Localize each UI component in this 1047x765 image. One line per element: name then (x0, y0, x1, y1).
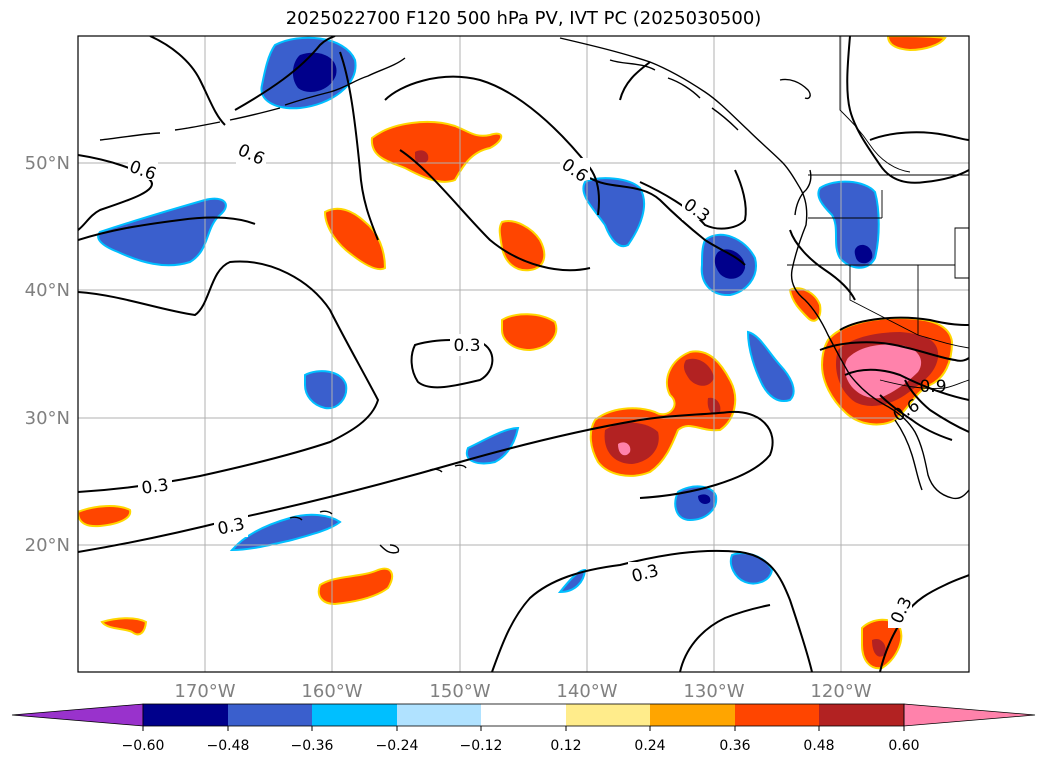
blue-anomaly-small (557, 568, 587, 594)
coastlines (99, 37, 969, 554)
lat-label-40n: 40°N (25, 280, 70, 301)
blue-anomaly-west (97, 197, 227, 267)
lat-label-50n: 50°N (25, 153, 70, 174)
colorbar-bin-9 (819, 704, 904, 726)
colorbar-bin-4 (397, 704, 481, 726)
lon-label-120w: 120°W (810, 681, 871, 702)
contour-labels: 0.6 0.6 0.6 0.3 0.3 0.3 0.3 0.3 0.3 0.6 … (127, 140, 947, 628)
colorbar-ticks (142, 726, 905, 731)
red-core-subtropic (604, 422, 659, 464)
dark-blue-core-coast (714, 249, 746, 279)
contour-label-10: 0.9 (919, 377, 946, 397)
colorbar-bin-1 (143, 704, 228, 726)
colorbar-bin-8 (735, 704, 819, 726)
blue-anomaly-midpacific (304, 370, 348, 410)
colorbar: −0.60 −0.48 −0.36 −0.24 −0.12 0.12 0.24 … (11, 703, 1036, 754)
orange-anomaly-small-sw (100, 617, 148, 636)
colorbar-tick-label: 0.24 (634, 738, 665, 754)
pv-contours (78, 36, 969, 672)
map-title: 2025022700 F120 500 hPa PV, IVT PC (2025… (285, 8, 762, 29)
lon-label-170w: 170°W (174, 681, 235, 702)
orange-anomaly-gulf (370, 121, 503, 183)
red-core-mexico (872, 638, 886, 657)
orange-anomaly-california (788, 287, 822, 322)
colorbar-frame (142, 703, 905, 727)
dark-blue-core-tropics (698, 494, 711, 504)
colorbar-tick-label: −0.60 (122, 738, 165, 754)
lon-label-130w: 130°W (683, 681, 744, 702)
colorbar-extend-max (903, 703, 1036, 727)
orange-anomaly-north-pacific (323, 207, 387, 271)
lon-label-160w: 160°W (301, 681, 362, 702)
lon-label-140w: 140°W (556, 681, 617, 702)
orange-anomaly-south-pacific (317, 567, 394, 606)
contour-label-5: 0.3 (140, 475, 170, 499)
map-frame (77, 35, 970, 673)
red-core-east (683, 358, 714, 386)
lat-label-30n: 30°N (25, 408, 70, 429)
blue-anomaly-south-coast (746, 330, 795, 402)
map-gridlines (78, 36, 969, 672)
blue-anomaly-hawaii (229, 513, 342, 552)
colorbar-tick-label: −0.48 (207, 738, 250, 754)
pink-core-subtropic (618, 442, 631, 456)
colorbar-tick-label: −0.36 (291, 738, 334, 754)
longitude-labels: 170°W 160°W 150°W 140°W 130°W 120°W (174, 681, 871, 702)
colorbar-tick-label: −0.12 (460, 738, 503, 754)
colorbar-bin-7 (650, 704, 735, 726)
colorbar-tick-label: 0.48 (803, 738, 834, 754)
political-borders (787, 36, 969, 389)
orange-anomaly-mid-north (498, 220, 546, 272)
orange-anomaly-center (501, 313, 558, 352)
lon-label-150w: 150°W (429, 681, 490, 702)
colorbar-bin-5 (481, 704, 566, 726)
colorbar-tick-label: 0.60 (888, 738, 919, 754)
colorbar-tick-label: 0.36 (719, 738, 750, 754)
latitude-labels: 50°N 40°N 30°N 20°N (25, 153, 70, 556)
map-area (78, 36, 969, 672)
colorbar-bin-3 (312, 704, 397, 726)
colorbar-extend-min (11, 703, 144, 727)
colorbar-tick-label: 0.12 (550, 738, 581, 754)
red-core-gulf (415, 150, 429, 164)
dark-blue-core-inland (854, 244, 873, 264)
colorbar-tick-label: −0.24 (376, 738, 419, 754)
orange-anomaly-west-edge (78, 505, 132, 528)
lat-label-20n: 20°N (25, 535, 70, 556)
contour-label-4: 0.3 (453, 336, 480, 356)
colorbar-bin-2 (228, 704, 312, 726)
colorbar-bin-6 (566, 704, 650, 726)
